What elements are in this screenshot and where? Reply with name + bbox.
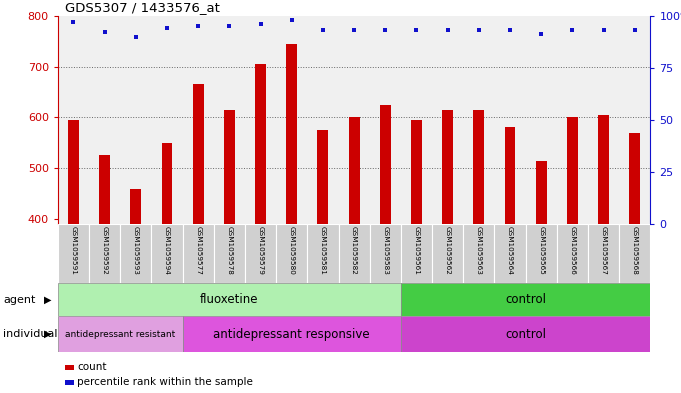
Bar xyxy=(307,224,338,283)
Bar xyxy=(411,120,422,224)
Bar xyxy=(401,224,432,283)
Text: percentile rank within the sample: percentile rank within the sample xyxy=(77,377,253,387)
Bar xyxy=(432,224,463,283)
Point xyxy=(505,27,516,33)
Bar xyxy=(151,224,183,283)
Bar xyxy=(536,160,547,224)
Point xyxy=(68,19,79,25)
Point xyxy=(317,27,328,33)
Text: GSM1059592: GSM1059592 xyxy=(101,226,108,275)
Point xyxy=(536,31,547,38)
Text: ▶: ▶ xyxy=(44,329,52,339)
Text: GSM1059594: GSM1059594 xyxy=(164,226,170,275)
Text: GSM1059567: GSM1059567 xyxy=(601,226,607,275)
Point xyxy=(567,27,578,33)
Bar xyxy=(224,110,235,224)
Text: GSM1059562: GSM1059562 xyxy=(445,226,451,275)
Text: count: count xyxy=(77,362,106,373)
Bar xyxy=(557,224,588,283)
Point xyxy=(99,29,110,35)
Point xyxy=(349,27,360,33)
Bar xyxy=(494,224,526,283)
Text: GSM1059582: GSM1059582 xyxy=(351,226,357,275)
Bar xyxy=(401,283,650,316)
Point xyxy=(629,27,640,33)
Text: GSM1059579: GSM1059579 xyxy=(257,226,264,275)
Bar xyxy=(193,84,204,224)
Text: agent: agent xyxy=(3,295,36,305)
Point xyxy=(473,27,484,33)
Bar xyxy=(58,283,401,316)
Text: GSM1059580: GSM1059580 xyxy=(289,226,295,275)
Bar xyxy=(183,316,401,352)
Text: GSM1059563: GSM1059563 xyxy=(476,226,482,275)
Bar xyxy=(598,115,609,224)
Bar xyxy=(463,224,494,283)
Bar xyxy=(473,110,484,224)
Point xyxy=(161,25,172,31)
Bar xyxy=(567,118,578,224)
Text: GSM1059581: GSM1059581 xyxy=(320,226,326,275)
Text: antidepressant resistant: antidepressant resistant xyxy=(65,330,176,338)
Bar xyxy=(442,110,453,224)
Bar xyxy=(68,120,79,224)
Bar xyxy=(370,224,401,283)
Bar xyxy=(588,224,619,283)
Point xyxy=(224,23,235,29)
Text: GSM1059565: GSM1059565 xyxy=(538,226,544,275)
Point xyxy=(193,23,204,29)
Bar xyxy=(58,224,89,283)
Point xyxy=(130,33,141,40)
Text: GSM1059591: GSM1059591 xyxy=(70,226,76,275)
Bar xyxy=(245,224,276,283)
Bar xyxy=(629,132,640,224)
Bar xyxy=(130,189,141,224)
Text: GSM1059577: GSM1059577 xyxy=(195,226,201,275)
Point xyxy=(598,27,609,33)
Text: GSM1059561: GSM1059561 xyxy=(413,226,419,275)
Text: fluoxetine: fluoxetine xyxy=(200,293,259,306)
Bar xyxy=(161,143,172,224)
Text: ▶: ▶ xyxy=(44,295,52,305)
Bar xyxy=(286,44,297,224)
Bar xyxy=(317,130,328,224)
Text: GSM1059593: GSM1059593 xyxy=(133,226,139,275)
Point xyxy=(411,27,422,33)
Bar xyxy=(276,224,307,283)
Point xyxy=(255,21,266,27)
Bar xyxy=(505,127,516,224)
Bar xyxy=(183,224,214,283)
Text: GDS5307 / 1433576_at: GDS5307 / 1433576_at xyxy=(65,1,219,14)
Bar xyxy=(89,224,121,283)
Bar xyxy=(214,224,245,283)
Text: individual: individual xyxy=(3,329,58,339)
Bar xyxy=(349,118,360,224)
Text: GSM1059566: GSM1059566 xyxy=(569,226,575,275)
Bar xyxy=(401,316,650,352)
Bar xyxy=(58,316,183,352)
Point xyxy=(380,27,391,33)
Text: antidepressant responsive: antidepressant responsive xyxy=(213,327,370,341)
Bar xyxy=(526,224,557,283)
Bar xyxy=(255,64,266,224)
Text: GSM1059568: GSM1059568 xyxy=(632,226,638,275)
Bar xyxy=(99,155,110,224)
Bar xyxy=(380,105,391,224)
Bar xyxy=(121,224,151,283)
Bar xyxy=(338,224,370,283)
Text: GSM1059564: GSM1059564 xyxy=(507,226,513,275)
Text: control: control xyxy=(505,293,546,306)
Point xyxy=(286,17,297,23)
Text: GSM1059583: GSM1059583 xyxy=(382,226,388,275)
Bar xyxy=(619,224,650,283)
Point xyxy=(442,27,453,33)
Text: GSM1059578: GSM1059578 xyxy=(226,226,232,275)
Text: control: control xyxy=(505,327,546,341)
